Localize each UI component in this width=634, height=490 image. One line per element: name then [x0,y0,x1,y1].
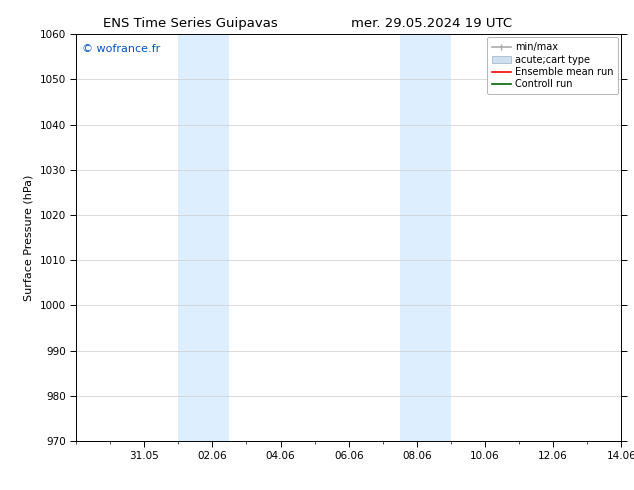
Bar [178,34,230,441]
Text: © wofrance.fr: © wofrance.fr [82,45,160,54]
Y-axis label: Surface Pressure (hPa): Surface Pressure (hPa) [24,174,34,301]
Legend: min/max, acute;cart type, Ensemble mean run, Controll run: min/max, acute;cart type, Ensemble mean … [487,37,618,94]
Text: mer. 29.05.2024 19 UTC: mer. 29.05.2024 19 UTC [351,17,512,30]
Bar [400,34,451,441]
Text: ENS Time Series Guipavas: ENS Time Series Guipavas [103,17,278,30]
